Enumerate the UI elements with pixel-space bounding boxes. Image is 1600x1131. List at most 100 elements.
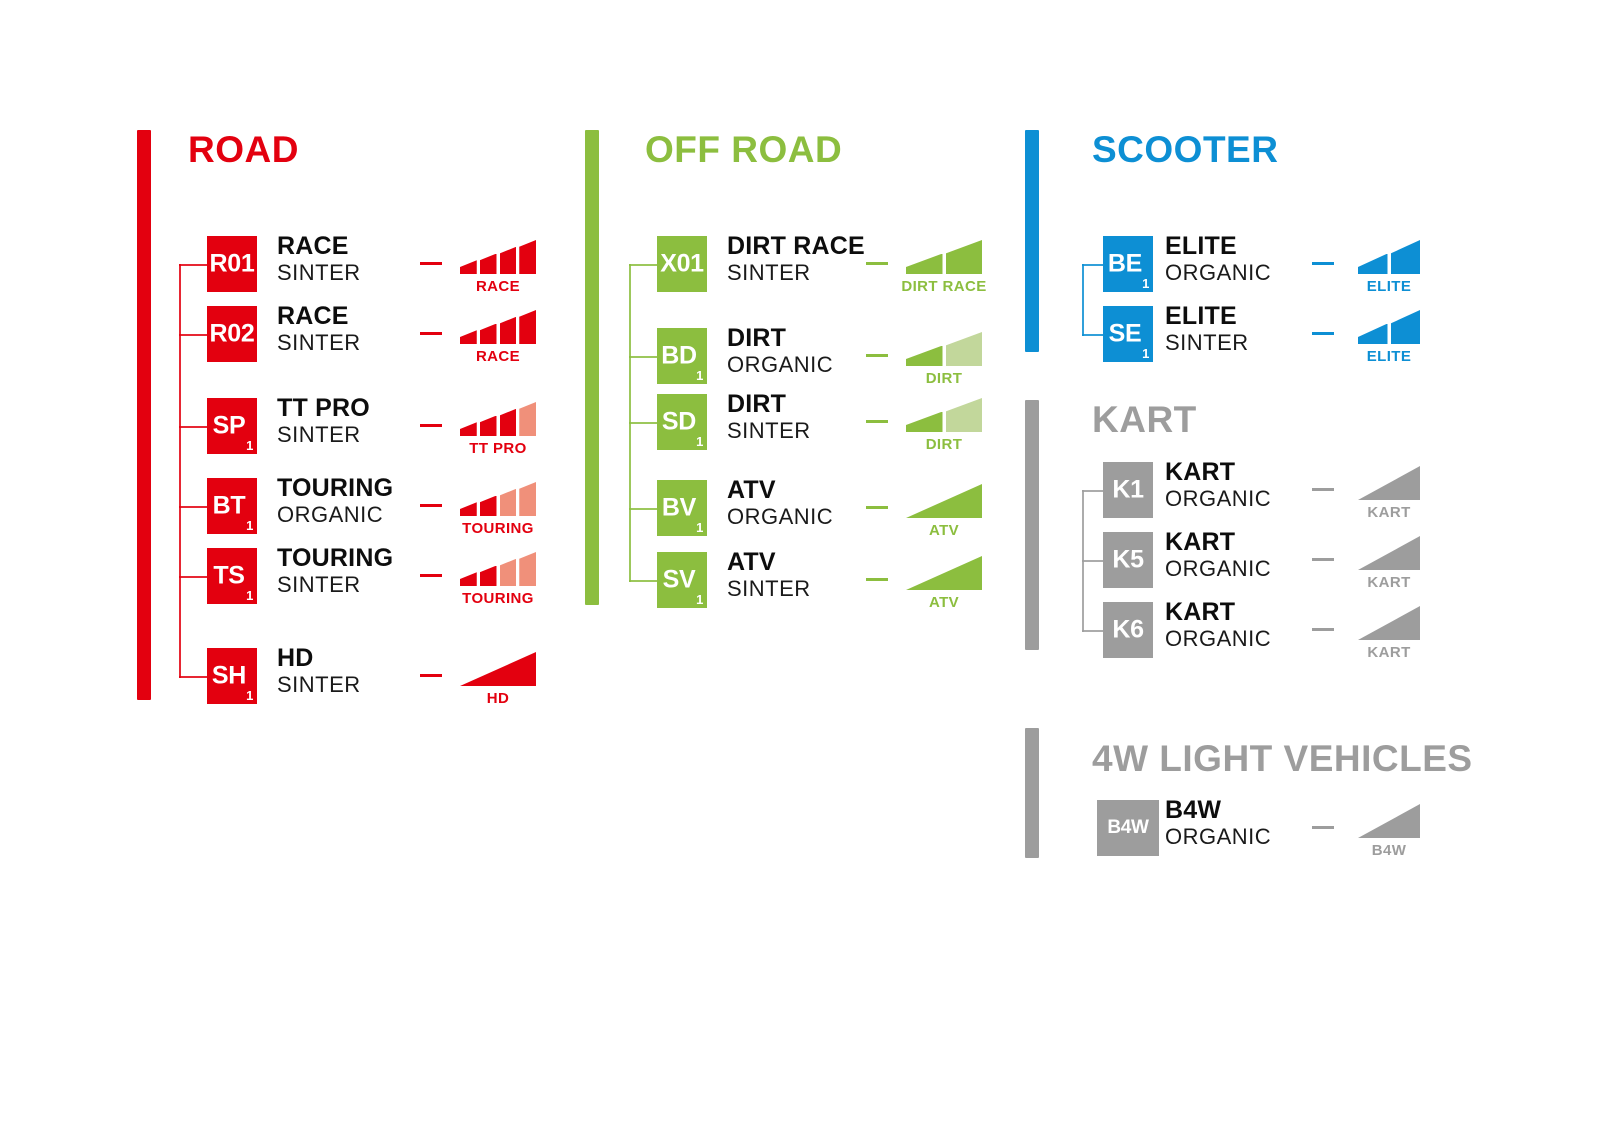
gauge-segment-1: [1358, 253, 1388, 274]
section-title-kart: KART: [1092, 399, 1197, 440]
gauge-bars: [906, 396, 982, 432]
product-material: SINTER: [277, 672, 361, 697]
gauge-bars: [460, 550, 536, 586]
product-code-badge[interactable]: K5: [1103, 532, 1153, 588]
gauge-label: TT PRO: [469, 440, 527, 457]
product-code-badge[interactable]: K6: [1103, 602, 1153, 658]
gauge-bars: [1358, 308, 1420, 344]
gauge-touring-icon: TOURING: [460, 480, 536, 537]
gauge-elite-icon: ELITE: [1358, 238, 1420, 295]
product-name: DIRT RACE: [727, 232, 865, 260]
product-code-badge[interactable]: SP 1: [207, 398, 257, 454]
product-name-block: TOURING ORGANIC: [277, 474, 393, 527]
product-name-block: ELITE SINTER: [1165, 302, 1249, 355]
product-code-badge[interactable]: SD 1: [657, 394, 707, 450]
product-material: SINTER: [277, 260, 361, 285]
product-row[interactable]: K5 KART ORGANIC KART: [0, 528, 1600, 594]
product-material: ORGANIC: [727, 504, 834, 529]
product-row[interactable]: K1 KART ORGANIC KART: [0, 458, 1600, 524]
product-row[interactable]: BE 1 ELITE ORGANIC ELITE: [0, 232, 1600, 298]
product-name-block: B4W ORGANIC: [1165, 796, 1271, 849]
product-row[interactable]: SH 1 HD SINTER HD: [0, 644, 1600, 710]
badge-code-text: X01: [660, 249, 704, 278]
product-material: SINTER: [727, 576, 811, 601]
badge-subscript: 1: [696, 520, 703, 535]
product-row[interactable]: BV 1 ATV ORGANIC ATV: [0, 476, 1600, 542]
product-code-badge[interactable]: R02: [207, 306, 257, 362]
product-name: HD: [277, 644, 314, 672]
badge-code-text: K1: [1112, 475, 1144, 504]
product-code-badge[interactable]: BT 1: [207, 478, 257, 534]
product-row[interactable]: SV 1 ATV SINTER ATV: [0, 548, 1600, 614]
gauge-hd-icon: HD: [460, 650, 536, 707]
product-name: KART: [1165, 458, 1236, 486]
gauge-label: ATV: [928, 594, 960, 611]
badge-subscript: 1: [246, 518, 253, 533]
product-row[interactable]: BT 1 TOURING ORGANIC TOURING: [0, 474, 1600, 540]
product-name-block: ATV SINTER: [727, 548, 811, 601]
badge-code-text: R02: [209, 319, 255, 348]
connector-dash: [866, 506, 888, 509]
product-name-block: TT PRO SINTER: [277, 394, 370, 447]
product-code-badge[interactable]: BE 1: [1103, 236, 1153, 292]
section-title-4w: 4W LIGHT VEHICLES: [1092, 738, 1473, 779]
product-row[interactable]: SP 1 TT PRO SINTER TT PRO: [0, 394, 1600, 460]
road-tree: [179, 264, 207, 678]
product-name-block: ELITE ORGANIC: [1165, 232, 1271, 285]
badge-code-text: R01: [209, 249, 255, 278]
gauge-label: TOURING: [462, 590, 534, 607]
connector-dash: [420, 424, 442, 427]
gauge-label: RACE: [475, 348, 521, 365]
product-name: RACE: [277, 232, 349, 260]
product-code-badge[interactable]: SE 1: [1103, 306, 1153, 362]
badge-code-text: B4W: [1107, 817, 1149, 838]
gauge-label: ELITE: [1366, 348, 1412, 365]
badge-subscript: 1: [246, 588, 253, 603]
product-row[interactable]: SD 1 DIRT SINTER DIRT: [0, 390, 1600, 456]
badge-code-text: K6: [1112, 615, 1144, 644]
product-name: TOURING: [277, 544, 394, 572]
product-code-badge[interactable]: SH 1: [207, 648, 257, 704]
product-code-badge[interactable]: SV 1: [657, 552, 707, 608]
product-row[interactable]: X01 DIRT RACE SINTER DIRT RACE: [0, 232, 1600, 298]
connector-dash: [1312, 332, 1334, 335]
product-material: SINTER: [1165, 330, 1249, 355]
connector-dash: [420, 504, 442, 507]
tree-branch-line: [179, 576, 207, 578]
gauge-solid-wedge: [1358, 606, 1420, 640]
product-name-block: KART ORGANIC: [1165, 528, 1271, 581]
badge-subscript: 1: [246, 688, 253, 703]
product-row[interactable]: R02 RACE SINTER RACE: [0, 302, 1600, 368]
product-row[interactable]: SE 1 ELITE SINTER ELITE: [0, 302, 1600, 368]
kart-tree: [1082, 490, 1103, 632]
gauge-segment-2: [1390, 310, 1420, 344]
product-row[interactable]: R01 RACE SINTER RACE: [0, 232, 1600, 298]
tree-branch-line: [179, 506, 207, 508]
scooter-tree: [1082, 264, 1103, 336]
product-name-block: TOURING SINTER: [277, 544, 393, 597]
connector-dash: [420, 574, 442, 577]
product-code-badge[interactable]: K1: [1103, 462, 1153, 518]
product-code-badge[interactable]: BV 1: [657, 480, 707, 536]
product-row[interactable]: BD 1 DIRT ORGANIC DIRT: [0, 324, 1600, 390]
product-code-badge[interactable]: R01: [207, 236, 257, 292]
product-name: ATV: [727, 548, 776, 576]
connector-dash: [866, 578, 888, 581]
product-material: ORGANIC: [1165, 824, 1272, 849]
gauge-dirt-race-icon: DIRT RACE: [901, 238, 986, 295]
gauge-bars: [906, 482, 982, 518]
product-code-badge[interactable]: B4W: [1097, 800, 1159, 856]
gauge-label: DIRT: [925, 436, 963, 453]
product-code-badge[interactable]: BD 1: [657, 328, 707, 384]
product-row[interactable]: TS 1 TOURING SINTER TOURING: [0, 544, 1600, 610]
section-title-offroad: OFF ROAD: [645, 129, 843, 170]
product-code-badge[interactable]: X01: [657, 236, 707, 292]
product-code-badge[interactable]: TS 1: [207, 548, 257, 604]
badge-code-text: SP: [212, 411, 246, 440]
product-name-block: DIRT ORGANIC: [727, 324, 833, 377]
product-name-block: HD SINTER: [277, 644, 361, 697]
badge-subscript: 1: [696, 368, 703, 383]
product-row[interactable]: B4W B4W ORGANIC B4W: [0, 796, 1600, 862]
product-row[interactable]: K6 KART ORGANIC KART: [0, 598, 1600, 664]
product-name: ATV: [727, 476, 776, 504]
